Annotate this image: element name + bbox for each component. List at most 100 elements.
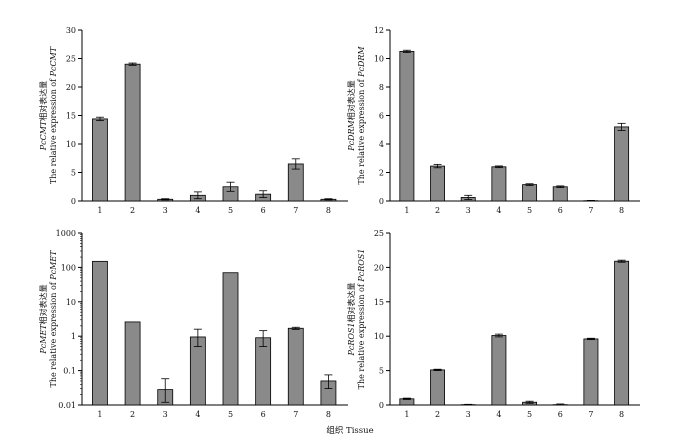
bar	[124, 63, 141, 202]
bar	[614, 260, 630, 406]
bar	[124, 321, 141, 406]
y-tick-label: 4	[379, 140, 384, 149]
y-tick-label: 10	[374, 332, 384, 341]
y-axis-title-en: The relative expression of	[357, 77, 366, 185]
bar	[552, 186, 568, 202]
x-tick-label: 5	[527, 206, 532, 215]
panel-pcros1: 0 5 10 15 20 25 1 2 3 4 5 6 7 8 PcROS1相对表达量 The relativ…	[346, 229, 640, 419]
y-axis-title-en: The relative expression of	[49, 280, 58, 388]
y-axis-title-line1: PcCMT相对表达量	[38, 81, 48, 152]
y-tick-label: 25	[66, 55, 76, 64]
y-tick-label: 10	[66, 140, 76, 149]
y-axis-title-en: The relative expression of	[49, 76, 58, 184]
y-tick-label: 5	[379, 367, 384, 376]
y-tick-label: 20	[66, 83, 76, 92]
bar	[222, 272, 239, 406]
y-tick-label: 5	[71, 169, 76, 178]
bar	[287, 163, 304, 202]
x-tick-label: 7	[293, 206, 298, 215]
shared-xlabel: 组织 Tissue	[326, 425, 373, 436]
x-tick-label: 8	[619, 410, 624, 419]
y-tick-label: 0	[379, 197, 384, 206]
y-axis-title-cn: 相对表达量	[38, 81, 48, 121]
x-tick-label: 5	[527, 410, 532, 419]
y-axis-title-line1: PcROS1相对表达量	[346, 282, 356, 356]
x-tick-label: 7	[588, 206, 593, 215]
gene-name: PcCMT	[39, 120, 48, 151]
bar	[92, 118, 108, 202]
bar	[522, 184, 538, 202]
x-tick-label: 8	[326, 206, 331, 215]
bar	[491, 335, 507, 406]
gene-name: PcROS1	[357, 249, 366, 283]
y-axis-title-en: The relative expression of	[357, 282, 366, 390]
x-tick-label: 4	[195, 206, 200, 215]
panel-pcmt: 0 5 10 15 20 25 30 1 2 3 4 5 6 7 8 PcCMT相对表达量 The relati…	[38, 26, 348, 215]
x-tick-label: 6	[261, 206, 266, 215]
y-tick-label: 10	[374, 55, 384, 64]
y-axis-title-line2: The relative expression of PcMET	[49, 250, 58, 388]
x-tick-label: 8	[326, 410, 331, 419]
y-axis-title-cn: 相对表达量	[346, 282, 356, 322]
y-tick-label: 1	[71, 332, 76, 341]
y-tick-label: 0.1	[63, 367, 76, 376]
x-tick-label: 3	[163, 206, 168, 215]
gene-name: PcMET	[39, 324, 48, 355]
x-tick-label: 4	[496, 410, 501, 419]
y-tick-label: 1000	[56, 229, 76, 238]
x-tick-label: 2	[435, 410, 440, 419]
panel-pcmet: 0.01 0.1 1 10 100 1000 1 2 3 4 5 6 7 8 PcMET相对表达量 The r…	[38, 229, 348, 419]
x-tick-label: 2	[130, 206, 135, 215]
gene-name: PcROS1	[347, 322, 356, 356]
x-tick-label: 1	[97, 206, 102, 215]
bar	[189, 336, 206, 406]
bar	[399, 50, 415, 202]
y-tick-label: 20	[374, 263, 384, 272]
y-tick-label: 25	[374, 229, 384, 238]
gene-name: PcDRM	[357, 46, 366, 78]
x-tick-label: 7	[293, 410, 298, 419]
bar	[255, 337, 272, 406]
x-tick-label: 3	[466, 206, 471, 215]
gene-name: PcMET	[49, 250, 58, 281]
x-tick-label: 7	[588, 410, 593, 419]
y-axis-title-cn: 相对表达量	[38, 284, 48, 324]
x-tick-label: 8	[619, 206, 624, 215]
x-tick-label: 2	[435, 206, 440, 215]
y-tick-label: 30	[66, 26, 76, 35]
y-tick-label: 0	[379, 401, 384, 410]
x-tick-label: 4	[496, 206, 501, 215]
y-tick-label: 15	[374, 298, 384, 307]
x-tick-label: 5	[228, 206, 233, 215]
y-tick-label: 15	[66, 112, 76, 121]
bar	[430, 165, 446, 202]
x-tick-label: 1	[404, 410, 409, 419]
y-tick-label: 100	[61, 263, 76, 272]
x-tick-label: 5	[228, 410, 233, 419]
y-axis-title-line1: PcDRM相对表达量	[346, 80, 356, 152]
x-tick-label: 3	[466, 410, 471, 419]
bar	[583, 338, 599, 406]
bar	[287, 327, 304, 406]
x-tick-label: 1	[404, 206, 409, 215]
y-tick-label: 0.01	[58, 401, 76, 410]
bar	[614, 126, 630, 202]
x-tick-label: 4	[195, 410, 200, 419]
y-axis-title-line2: The relative expression of PcCMT	[49, 46, 58, 184]
y-tick-label: 10	[66, 298, 76, 307]
x-tick-label: 6	[558, 410, 563, 419]
gene-name: PcDRM	[347, 119, 356, 151]
x-tick-label: 3	[163, 410, 168, 419]
bar	[491, 166, 507, 202]
x-tick-label: 6	[261, 410, 266, 419]
x-tick-label: 1	[97, 410, 102, 419]
bar	[430, 369, 446, 406]
y-axis-title-line2: The relative expression of PcDRM	[357, 46, 366, 185]
y-tick-label: 12	[374, 26, 384, 35]
x-tick-label: 6	[558, 206, 563, 215]
y-tick-label: 8	[379, 83, 384, 92]
y-axis-title-line2: The relative expression of PcROS1	[357, 249, 366, 390]
y-axis-title-cn: 相对表达量	[346, 80, 356, 120]
